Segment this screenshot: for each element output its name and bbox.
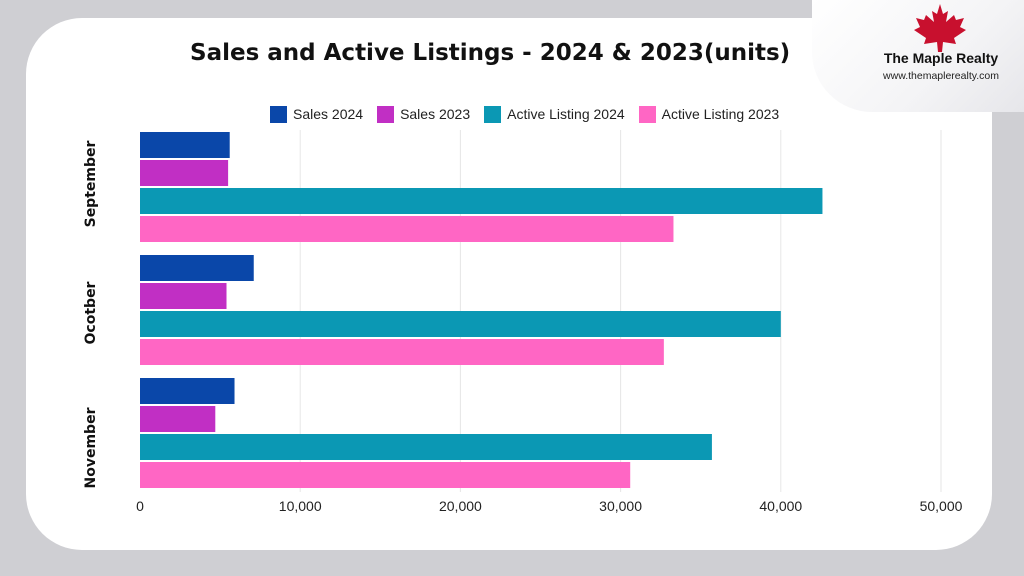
maple-leaf-icon	[914, 4, 966, 52]
legend-item: Sales 2024	[270, 105, 364, 123]
bar	[140, 378, 235, 404]
legend-swatch	[377, 105, 395, 123]
bar	[140, 216, 674, 242]
brand-url[interactable]: www.themaplerealty.com	[883, 70, 999, 82]
bar	[140, 160, 229, 186]
legend-label: Active Listing 2024	[507, 106, 625, 122]
bar	[140, 255, 254, 281]
x-tick-label: 0	[136, 498, 144, 514]
legend-swatch	[638, 105, 656, 123]
bar	[140, 462, 631, 488]
bar	[140, 283, 227, 309]
legend-label: Sales 2023	[400, 106, 471, 122]
category-label: September	[83, 141, 99, 228]
brand-name: The Maple Realty	[883, 50, 999, 66]
x-tick-label: 10,000	[279, 498, 322, 514]
legend-item: Sales 2023	[377, 105, 471, 123]
bar	[140, 339, 664, 365]
chart-title: Sales and Active Listings - 2024 & 2023(…	[190, 40, 791, 66]
category-label: Ocotber	[83, 281, 99, 344]
legend-swatch	[270, 105, 287, 123]
legend-label: Sales 2024	[293, 106, 364, 122]
x-tick-label: 40,000	[759, 498, 802, 514]
legend-label: Active Listing 2023	[661, 106, 780, 122]
bar	[140, 311, 781, 337]
bar	[140, 188, 823, 214]
bar	[140, 434, 712, 460]
legend-item: Active Listing 2023	[638, 105, 780, 123]
x-tick-label: 20,000	[439, 498, 482, 514]
chart-legend: Sales 2024 Sales 2023 Active Listing 202…	[270, 104, 779, 124]
bar	[140, 406, 216, 432]
bar	[140, 132, 230, 158]
legend-swatch	[484, 105, 502, 123]
x-tick-label: 50,000	[920, 498, 963, 514]
x-tick-label: 30,000	[599, 498, 642, 514]
category-label: November	[83, 407, 99, 488]
brand-logo[interactable]: The Maple Realty www.themaplerealty.com	[866, 2, 1016, 92]
legend-item: Active Listing 2024	[484, 105, 625, 123]
